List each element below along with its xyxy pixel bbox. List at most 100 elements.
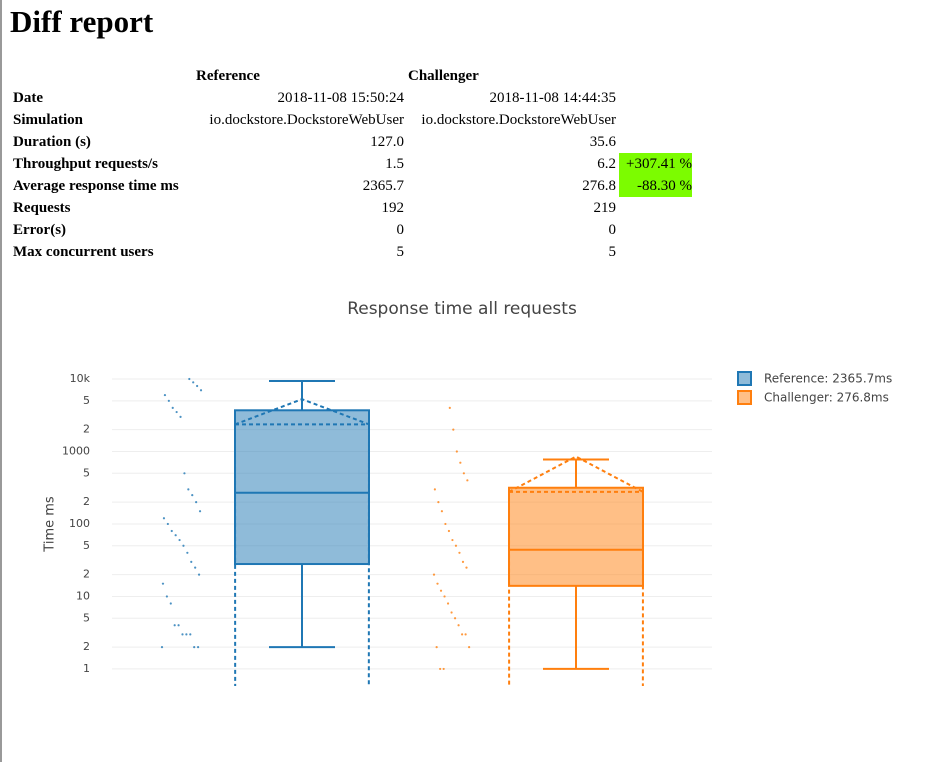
diff-value: -88.30 %	[619, 175, 692, 197]
y-tick-label: 2	[83, 640, 90, 653]
data-point	[466, 479, 469, 482]
data-point	[444, 522, 447, 526]
legend-swatch	[737, 390, 752, 405]
reference-value: 127.0	[370, 134, 404, 150]
data-point	[439, 589, 443, 592]
legend-label: Challenger: 276.8ms	[764, 391, 889, 405]
data-point	[459, 461, 462, 464]
data-point	[182, 544, 185, 547]
data-point	[174, 534, 177, 537]
y-tick-label: 1000	[62, 444, 90, 457]
column-header: Challenger	[408, 68, 479, 84]
diff-value: +307.41 %	[619, 153, 692, 175]
reference-value: 5	[396, 244, 405, 260]
data-point	[198, 510, 202, 513]
data-point	[433, 488, 436, 491]
y-tick-label: 2	[83, 495, 90, 508]
reference-value: 1.5	[385, 156, 404, 172]
data-point	[197, 573, 201, 576]
data-point	[437, 501, 440, 504]
data-point	[183, 472, 186, 475]
data-point	[185, 633, 188, 636]
y-tick-label: 5	[83, 394, 90, 407]
row-label: Average response time ms	[13, 178, 179, 194]
data-point	[196, 384, 199, 388]
legend-swatch	[737, 371, 752, 386]
y-tick-label: 10k	[70, 372, 91, 385]
data-point	[443, 595, 446, 598]
row-label: Throughput requests/s	[13, 156, 158, 172]
data-point	[465, 566, 468, 569]
data-point	[447, 529, 451, 533]
row-label: Error(s)	[13, 222, 67, 238]
data-point	[464, 633, 467, 636]
data-point	[179, 415, 182, 418]
data-point	[448, 406, 451, 409]
sd-diamond	[233, 398, 371, 686]
data-point	[457, 624, 460, 627]
plot-area	[160, 377, 645, 686]
y-tick-label: 2	[83, 423, 90, 436]
box	[234, 409, 370, 566]
data-point	[193, 646, 196, 649]
data-point	[196, 646, 200, 649]
y-axis-title: Time ms	[43, 496, 58, 553]
data-point	[178, 538, 181, 542]
challenger-value: 35.6	[589, 134, 616, 150]
data-point	[188, 377, 191, 381]
challenger-value: 2018-11-08 14:44:35	[489, 90, 616, 106]
challenger-value: 5	[608, 244, 617, 260]
data-point	[468, 646, 471, 649]
y-tick-label: 5	[83, 611, 90, 624]
data-point	[162, 517, 166, 520]
challenger-value: 0	[608, 222, 617, 238]
chart-title: Response time all requests	[347, 299, 577, 319]
data-point	[173, 624, 176, 627]
y-tick-label: 100	[69, 517, 90, 530]
data-point	[170, 529, 173, 533]
reference-value: 2018-11-08 15:50:24	[277, 90, 404, 106]
data-point	[169, 602, 172, 605]
data-point	[442, 667, 445, 671]
data-point	[190, 560, 193, 563]
data-point	[177, 624, 180, 627]
data-point	[458, 551, 461, 554]
data-point	[161, 582, 165, 585]
data-point	[191, 494, 194, 497]
data-point	[171, 406, 174, 409]
y-tick-label: 5	[83, 539, 90, 552]
data-point	[454, 544, 458, 547]
data-point	[189, 633, 192, 636]
data-point	[187, 488, 190, 491]
data-point	[436, 582, 439, 585]
data-point	[452, 428, 455, 431]
chart: Response time all requests Time ms 1 2 5 10…	[43, 299, 892, 686]
reference-value: io.dockstore.DockstoreWebUser	[209, 112, 404, 128]
column-header: Reference	[196, 68, 260, 84]
box	[508, 486, 644, 587]
legend-label: Reference: 2365.7ms	[764, 372, 892, 386]
data-point	[440, 510, 444, 513]
data-point	[181, 633, 184, 636]
sd-diamond	[507, 455, 645, 686]
data-point	[450, 611, 453, 614]
data-point	[165, 595, 168, 598]
y-tick-label: 1	[83, 662, 90, 675]
data-point	[446, 602, 450, 605]
page-title: Diff report	[10, 4, 154, 39]
reference-value: 2365.7	[362, 178, 404, 194]
data-point	[195, 501, 198, 504]
data-point	[186, 551, 189, 554]
data-point	[166, 522, 169, 526]
row-label: Requests	[13, 200, 71, 216]
row-label: Date	[13, 90, 43, 106]
data-point	[455, 450, 458, 453]
challenger-value: 276.8	[582, 178, 616, 194]
data-point	[439, 667, 442, 671]
data-point	[462, 472, 465, 475]
data-point	[451, 538, 454, 542]
row-label: Max concurrent users	[13, 244, 154, 260]
reference-value: 0	[396, 222, 405, 238]
data-point	[432, 573, 436, 576]
data-point	[167, 399, 170, 402]
